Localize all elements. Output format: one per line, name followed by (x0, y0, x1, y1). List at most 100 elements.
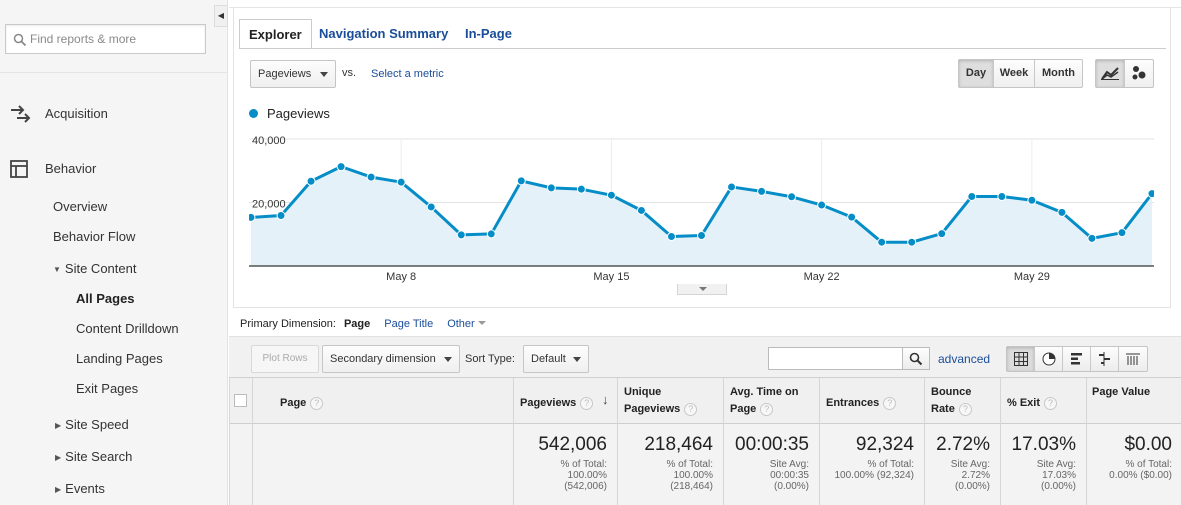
term-cloud-view-button[interactable] (1119, 347, 1147, 371)
column-header-exit[interactable]: % Exit? (1007, 395, 1058, 412)
primary-dimension-page[interactable]: Page (343, 318, 371, 330)
data-point (1117, 228, 1127, 238)
metric-dropdown[interactable]: Pageviews (250, 60, 336, 88)
total-pageviews-l1: % of Total: (560, 459, 607, 470)
data-point (249, 212, 256, 222)
header-label: Pageviews (624, 403, 681, 415)
primary-dimension-other[interactable]: Other (447, 318, 475, 330)
sidebar-item-label: Site Speed (65, 417, 129, 432)
data-point (666, 231, 676, 241)
data-point (697, 231, 706, 241)
data-point (576, 184, 586, 194)
data-point (516, 176, 526, 186)
find-reports-search[interactable] (5, 24, 206, 54)
column-header-page-value[interactable]: Page Value (1092, 384, 1150, 401)
total-exit-l1: Site Avg: (1036, 459, 1076, 470)
comparison-icon (1099, 352, 1110, 366)
x-tick-label: May 29 (1014, 271, 1050, 283)
column-header-pageviews[interactable]: Pageviews? (520, 395, 594, 412)
table-totals-row (229, 424, 1181, 505)
chart-resize-handle[interactable] (677, 284, 727, 295)
table-search-input[interactable] (768, 347, 903, 370)
month-button[interactable]: Month (1042, 67, 1075, 79)
help-icon[interactable]: ? (580, 397, 594, 410)
column-header-unique-pageviews[interactable]: Unique Pageviews? (624, 384, 698, 418)
primary-dimension-label: Primary Dimension: (240, 318, 336, 330)
header-label: Page (280, 397, 307, 409)
primary-dimension-page-title[interactable]: Page Title (384, 318, 434, 330)
series-dot-icon (249, 109, 258, 118)
top-divider (229, 0, 1181, 8)
data-view-button[interactable] (1007, 347, 1035, 371)
pageviews-column: Pageviews? ↓ 542,006 % of Total: 100.00%… (513, 378, 617, 505)
behavior-icon (10, 160, 28, 178)
select-metric-link[interactable]: Select a metric (371, 68, 444, 80)
table-search-button[interactable] (903, 347, 930, 370)
sidebar-item-behavior-flow[interactable]: Behavior Flow (53, 229, 136, 244)
expanded-icon: ▼ (53, 265, 61, 274)
sort-descending-icon[interactable]: ↓ (602, 392, 609, 407)
pageviews-chart[interactable]: 40,000 20,000 May 8 May 15 May 22 May 29 (249, 128, 1154, 288)
select-all-checkbox[interactable] (234, 394, 247, 407)
sidebar-item-events[interactable]: ▶ Events (55, 481, 105, 496)
day-button[interactable]: Day (959, 60, 994, 87)
column-header-bounce-rate[interactable]: Bounce Rate? (931, 384, 972, 418)
tab-in-page[interactable]: In-Page (465, 26, 512, 41)
percentage-view-button[interactable] (1035, 347, 1063, 371)
data-point (396, 177, 406, 187)
total-exit-l2: 17.03% (1042, 470, 1076, 481)
y-tick-label: 40,000 (252, 135, 286, 147)
sidebar-item-all-pages[interactable]: All Pages (76, 291, 135, 306)
sidebar-item-exit-pages[interactable]: Exit Pages (76, 381, 139, 396)
sidebar-item-content-drilldown[interactable]: Content Drilldown (76, 321, 179, 336)
sidebar-item-behavior[interactable]: Behavior (0, 155, 228, 183)
data-point (937, 229, 947, 239)
help-icon[interactable]: ? (883, 397, 897, 410)
tab-explorer[interactable]: Explorer (239, 19, 312, 49)
total-unique-l3: (218,464) (670, 481, 713, 492)
data-point (787, 192, 797, 202)
data-point (366, 172, 376, 182)
sidebar-item-label: Site Search (65, 449, 133, 464)
sidebar-item-acquisition[interactable]: Acquisition (0, 100, 228, 128)
help-icon[interactable]: ? (958, 403, 972, 416)
collapse-sidebar-button[interactable]: ◀ (214, 5, 228, 27)
grid-icon (1014, 352, 1028, 366)
header-label: Bounce (931, 386, 972, 398)
plot-rows-button[interactable]: Plot Rows (251, 345, 319, 373)
page-column: Page? (252, 378, 513, 505)
comparison-view-button[interactable] (1091, 347, 1119, 371)
header-label: Rate (931, 403, 955, 415)
sidebar-item-site-speed[interactable]: ▶ Site Speed (55, 417, 129, 432)
sort-type-dropdown[interactable]: Default (523, 345, 589, 373)
help-icon[interactable]: ? (1044, 397, 1058, 410)
column-header-page[interactable]: Page? (280, 395, 324, 412)
column-header-entrances[interactable]: Entrances? (826, 395, 897, 412)
sidebar-item-landing-pages[interactable]: Landing Pages (76, 351, 163, 366)
help-icon[interactable]: ? (684, 403, 698, 416)
sidebar-item-overview[interactable]: Overview (53, 199, 108, 214)
help-icon[interactable]: ? (760, 403, 774, 416)
pie-chart-icon (1042, 352, 1056, 366)
performance-view-button[interactable] (1063, 347, 1091, 371)
total-page-value-l1: % of Total: (1125, 459, 1172, 470)
chevron-down-icon (699, 287, 707, 291)
advanced-filter-link[interactable]: advanced (938, 352, 991, 366)
secondary-dimension-dropdown[interactable]: Secondary dimension (322, 345, 460, 373)
line-chart-button[interactable] (1096, 60, 1125, 87)
sidebar-item-site-search[interactable]: ▶ Site Search (55, 449, 132, 464)
sort-type-label: Sort Type: (465, 353, 515, 365)
data-point (336, 162, 346, 172)
sidebar-item-site-content[interactable]: ▼ Site Content (53, 261, 136, 276)
help-icon[interactable]: ? (310, 397, 324, 410)
tab-navigation-summary[interactable]: Navigation Summary (319, 26, 449, 41)
header-label: Pageviews (520, 397, 577, 409)
header-label: Entrances (826, 397, 880, 409)
week-button[interactable]: Week (994, 60, 1035, 87)
collapsed-icon: ▶ (55, 421, 62, 430)
column-header-avg-time[interactable]: Avg. Time on Page? (730, 384, 798, 418)
motion-chart-button[interactable] (1125, 60, 1153, 87)
find-reports-input[interactable] (30, 30, 200, 48)
total-unique-l1: % of Total: (666, 459, 713, 470)
total-bounce-l3: (0.00%) (954, 481, 990, 492)
